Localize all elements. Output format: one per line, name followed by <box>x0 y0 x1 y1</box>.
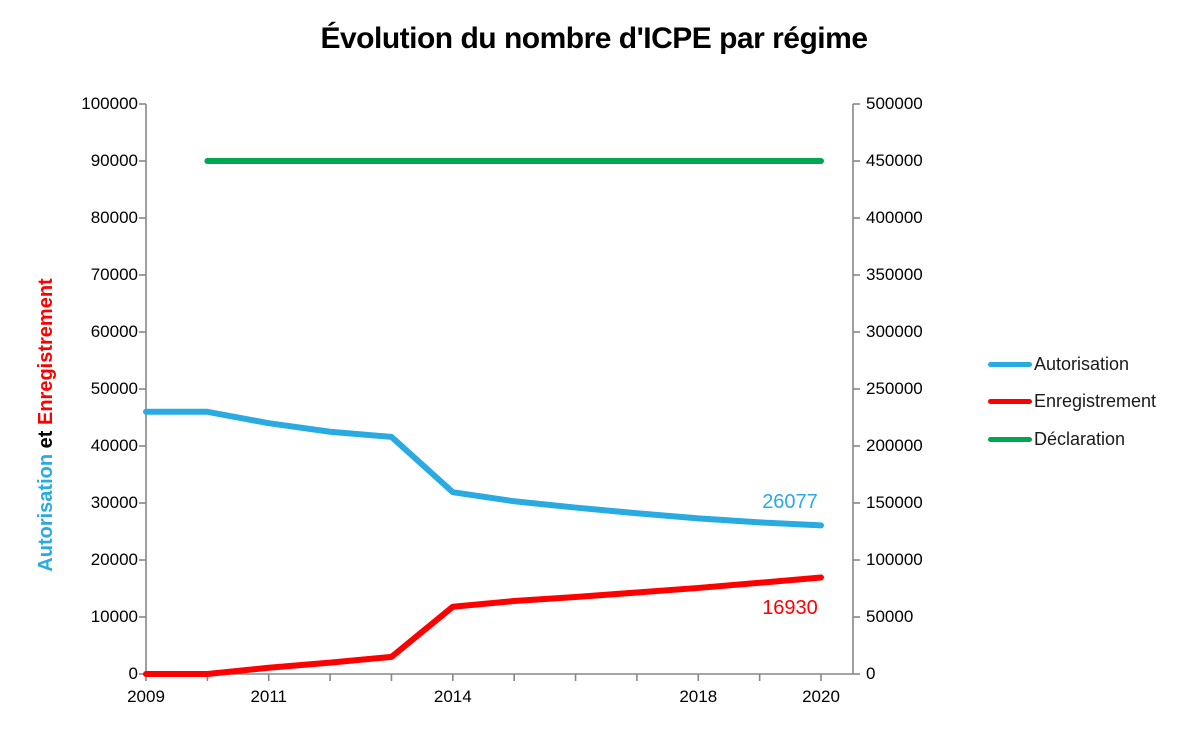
right-axis-tick-label: 400000 <box>866 208 923 227</box>
left-axis-tick-label: 40000 <box>90 436 138 455</box>
legend-swatch-autorisation <box>988 361 1032 367</box>
legend-item-autorisation: Autorisation <box>988 353 1156 375</box>
right-axis-tick-label: 200000 <box>866 436 923 455</box>
legend-swatch-déclaration <box>988 436 1032 442</box>
right-axis-tick-label: 250000 <box>866 379 923 398</box>
x-axis-tick-label: 2009 <box>127 687 165 706</box>
left-axis-tick-label: 70000 <box>90 265 138 284</box>
left-axis-tick-label: 100000 <box>81 94 138 113</box>
legend-item-enregistrement: Enregistrement <box>988 391 1156 413</box>
legend-label: Autorisation <box>1034 353 1130 374</box>
right-axis-tick-label: 150000 <box>866 493 923 512</box>
chart-title: Évolution du nombre d'ICPE par régime <box>320 22 868 55</box>
left-axis-tick-label: 90000 <box>90 151 138 170</box>
left-axis-tick-label: 0 <box>128 664 138 683</box>
left-axis-tick-label: 80000 <box>90 208 138 227</box>
legend-label: Déclaration <box>1034 428 1126 449</box>
left-axis-tick-label: 60000 <box>90 322 138 341</box>
legend-label: Enregistrement <box>1034 391 1157 411</box>
autorisation-end-label: 26077 <box>762 491 818 514</box>
legend: Autorisation Enregistrement Déclaration <box>988 353 1156 466</box>
left-axis-tick-label: 50000 <box>90 379 138 398</box>
left-axis-tick-label: 20000 <box>90 550 138 569</box>
right-axis-tick-label: 350000 <box>866 265 923 284</box>
series-line-enregistrement <box>143 574 824 677</box>
x-axis-tick-label: 2020 <box>802 687 840 706</box>
right-axis-tick-label: 100000 <box>866 550 923 569</box>
right-axis-tick-label: 50000 <box>866 607 914 626</box>
enregistrement-end-label: 16930 <box>762 597 818 620</box>
series-line-autorisation <box>143 408 824 529</box>
right-axis-tick-label: 500000 <box>866 94 923 113</box>
legend-swatch-enregistrement <box>988 399 1032 404</box>
x-axis-tick-label: 2014 <box>433 687 472 706</box>
legend-item-déclaration: Déclaration <box>988 428 1156 450</box>
left-axis-tick-label: 30000 <box>90 493 138 512</box>
right-axis-tick-label: 300000 <box>866 322 923 341</box>
x-axis-tick-label: 2011 <box>250 687 287 706</box>
right-axis-tick-label: 0 <box>866 664 876 683</box>
x-axis-tick-label: 2018 <box>679 687 718 706</box>
right-axis-tick-label: 450000 <box>866 151 923 170</box>
left-axis-tick-label: 10000 <box>90 607 138 626</box>
